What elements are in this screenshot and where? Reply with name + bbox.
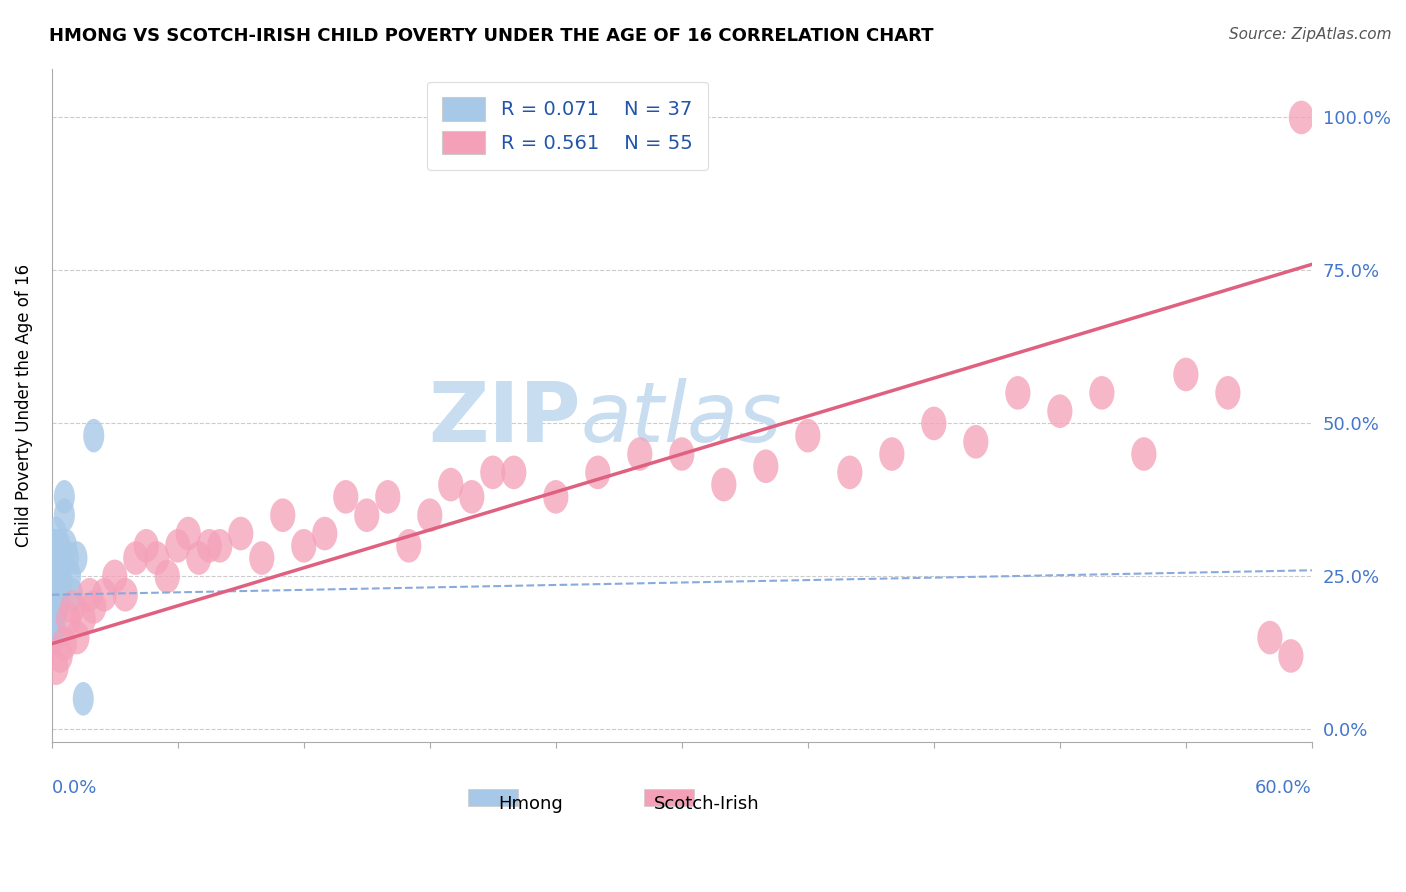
Text: Source: ZipAtlas.com: Source: ZipAtlas.com [1229,27,1392,42]
Legend: R = 0.071    N = 37, R = 0.561    N = 55: R = 0.071 N = 37, R = 0.561 N = 55 [427,81,709,169]
Text: atlas: atlas [581,378,783,459]
Text: 0.0%: 0.0% [52,779,97,797]
Y-axis label: Child Poverty Under the Age of 16: Child Poverty Under the Age of 16 [15,263,32,547]
Text: HMONG VS SCOTCH-IRISH CHILD POVERTY UNDER THE AGE OF 16 CORRELATION CHART: HMONG VS SCOTCH-IRISH CHILD POVERTY UNDE… [49,27,934,45]
FancyBboxPatch shape [468,789,517,805]
Text: ZIP: ZIP [429,378,581,459]
Text: Scotch-Irish: Scotch-Irish [654,796,759,814]
FancyBboxPatch shape [644,789,695,805]
Text: 60.0%: 60.0% [1256,779,1312,797]
Text: Hmong: Hmong [498,796,562,814]
